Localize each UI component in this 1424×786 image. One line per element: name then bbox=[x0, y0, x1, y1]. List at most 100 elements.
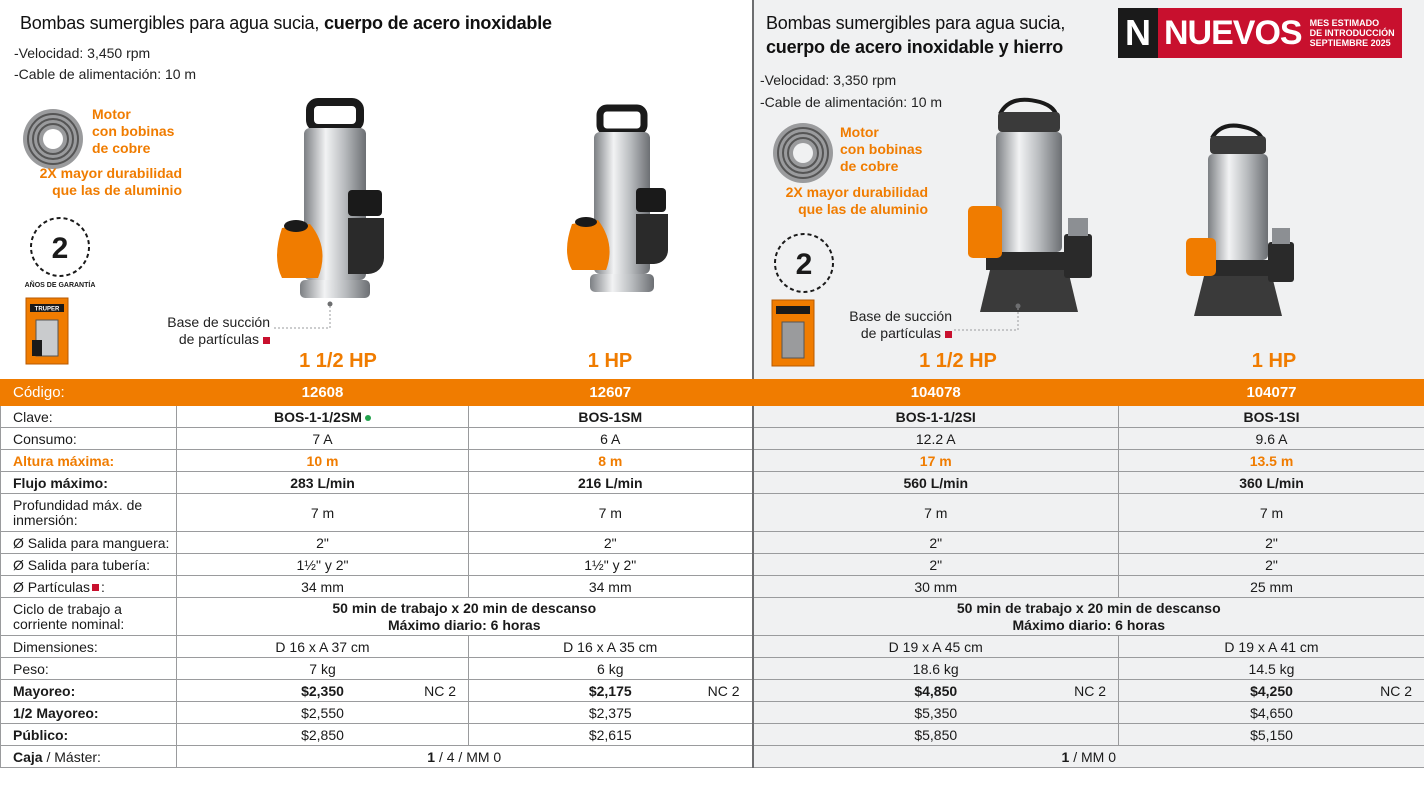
base-note-line: Base de succión bbox=[849, 308, 952, 324]
green-dot-icon bbox=[364, 414, 371, 421]
pump-image-12607 bbox=[567, 104, 668, 292]
table-row-ciclo: Ciclo de trabajo a corriente nominal: 50… bbox=[0, 597, 1424, 636]
caja-label-bold: Caja bbox=[13, 748, 43, 765]
nuevos-word: NUEVOS bbox=[1164, 13, 1303, 52]
base-pointer-line bbox=[954, 303, 1021, 331]
warranty-years: 2 bbox=[52, 232, 69, 265]
cell-mayoreo: $4,850 NC 2 bbox=[751, 679, 1119, 702]
caja-value-bold: 1 bbox=[1061, 748, 1070, 765]
left-cable: -Cable de alimentación: 10 m bbox=[14, 66, 197, 82]
nuevos-date: MES ESTIMADO DE INTRODUCCIÓN SEPTIEMBRE … bbox=[1310, 18, 1395, 48]
label-altura: Altura máxima: bbox=[0, 449, 177, 472]
cell-consumo: 9.6 A bbox=[1118, 427, 1424, 450]
warranty-seal-icon: 2 bbox=[774, 233, 834, 293]
feature-motor-line: de cobre bbox=[840, 158, 899, 174]
left-feature-motor: Motor con bobinas de cobre bbox=[92, 106, 174, 157]
right-cable: -Cable de alimentación: 10 m bbox=[760, 94, 943, 110]
cell-altura: 17 m bbox=[751, 449, 1119, 472]
particle-marker-icon bbox=[92, 584, 100, 592]
feature-durability-line: que las de aluminio bbox=[52, 182, 182, 198]
cell-publico: $2,850 bbox=[176, 723, 469, 746]
ciclo-line: 50 min de trabajo x 20 min de descanso bbox=[332, 599, 597, 616]
label-ciclo: Ciclo de trabajo a corriente nominal: bbox=[0, 597, 177, 636]
nuevos-date-line: MES ESTIMADO bbox=[1309, 18, 1380, 28]
label-medio-mayoreo: 1/2 Mayoreo: bbox=[0, 701, 177, 724]
product-box-image: TRUPER bbox=[25, 297, 69, 365]
cell-clave: BOS-1-1/2SM bbox=[176, 405, 469, 428]
left-feature-durability: 2X mayor durabilidad que las de aluminio bbox=[22, 165, 182, 199]
copper-coil-icon bbox=[773, 123, 833, 183]
cell-ciclo-left: 50 min de trabajo x 20 min de descanso M… bbox=[176, 597, 753, 636]
cell-particulas: 34 mm bbox=[468, 575, 753, 598]
table-row-dimensiones: Dimensiones: D 16 x A 37 cm D 16 x A 35 … bbox=[0, 635, 1424, 658]
label-publico: Público: bbox=[0, 723, 177, 746]
cell-codigo: 12607 bbox=[468, 379, 753, 406]
cell-clave: BOS-1SI bbox=[1118, 405, 1424, 428]
mayoreo-price: $4,850 bbox=[914, 682, 958, 699]
cell-peso: 6 kg bbox=[468, 657, 753, 680]
right-product-panel: Bombas sumergibles para agua sucia, cuer… bbox=[752, 0, 1424, 380]
feature-motor-line: con bobinas bbox=[92, 123, 175, 139]
left-hp-a: 1 1/2 HP bbox=[299, 350, 377, 372]
pump-image-12608 bbox=[277, 98, 384, 298]
cell-consumo: 6 A bbox=[468, 427, 753, 450]
right-feature-motor: Motor con bobinas de cobre bbox=[840, 124, 922, 175]
label-flujo: Flujo máximo: bbox=[0, 471, 177, 494]
left-title: Bombas sumergibles para agua sucia, cuer… bbox=[20, 12, 552, 34]
table-row-caja: Caja / Máster: 1 / 4 / MM 0 1 / MM 0 bbox=[0, 745, 1424, 768]
table-row-clave: Clave: BOS-1-1/2SM BOS-1SM BOS-1-1/2SI B… bbox=[0, 405, 1424, 428]
particle-marker-icon bbox=[945, 330, 952, 338]
nuevos-date-line: SEPTIEMBRE 2025 bbox=[1309, 38, 1391, 48]
cell-caja-right: 1 / MM 0 bbox=[751, 745, 1424, 768]
cell-manguera: 2" bbox=[751, 531, 1119, 554]
label-dimensiones: Dimensiones: bbox=[0, 635, 177, 658]
left-product-panel: Bombas sumergibles para agua sucia, cuer… bbox=[0, 0, 752, 380]
table-row-altura: Altura máxima: 10 m 8 m 17 m 13.5 m bbox=[0, 449, 1424, 472]
feature-motor-line: Motor bbox=[92, 106, 131, 122]
cell-mayoreo: $2,350 NC 2 bbox=[176, 679, 469, 702]
left-title-bold: cuerpo de acero inoxidable bbox=[323, 13, 552, 33]
cell-codigo: 104077 bbox=[1118, 379, 1424, 406]
right-hp-a: 1 1/2 HP bbox=[919, 350, 997, 372]
nc-code: NC 2 bbox=[1380, 682, 1412, 699]
cell-publico: $5,850 bbox=[751, 723, 1119, 746]
table-row-peso: Peso: 7 kg 6 kg 18.6 kg 14.5 kg bbox=[0, 657, 1424, 680]
feature-durability-line: 2X mayor durabilidad bbox=[39, 165, 182, 181]
cell-tuberia: 1½" y 2" bbox=[176, 553, 469, 576]
product-box-image bbox=[771, 299, 815, 367]
cell-profundidad: 7 m bbox=[176, 493, 469, 532]
cell-dimensiones: D 16 x A 37 cm bbox=[176, 635, 469, 658]
pump-image-104077 bbox=[1186, 123, 1294, 316]
cell-consumo: 12.2 A bbox=[751, 427, 1119, 450]
base-note-line: de partículas bbox=[178, 331, 259, 347]
feature-motor-line: con bobinas bbox=[840, 141, 923, 157]
cell-particulas: 25 mm bbox=[1118, 575, 1424, 598]
right-velocidad: -Velocidad: 3,350 rpm bbox=[760, 72, 897, 88]
nuevos-badge: N NUEVOS MES ESTIMADO DE INTRODUCCIÓN SE… bbox=[1118, 8, 1402, 58]
cell-clave: BOS-1-1/2SI bbox=[751, 405, 1119, 428]
cell-particulas: 30 mm bbox=[751, 575, 1119, 598]
cell-flujo: 216 L/min bbox=[468, 471, 753, 494]
table-row-manguera: Ø Salida para manguera: 2" 2" 2" 2" bbox=[0, 531, 1424, 554]
cell-dimensiones: D 19 x A 45 cm bbox=[751, 635, 1119, 658]
right-base-note: Base de succión de partículas bbox=[814, 308, 952, 342]
mayoreo-price: $2,350 bbox=[301, 682, 344, 699]
label-clave: Clave: bbox=[0, 405, 177, 428]
base-note-line: Base de succión bbox=[167, 314, 270, 330]
table-row-codigo: Código: 12608 12607 104078 104077 bbox=[0, 379, 1424, 406]
right-title-line2: cuerpo de acero inoxidable y hierro bbox=[766, 37, 1064, 57]
cell-profundidad: 7 m bbox=[468, 493, 753, 532]
ciclo-line: Máximo diario: 6 horas bbox=[1012, 616, 1165, 633]
cell-manguera: 2" bbox=[468, 531, 753, 554]
label-codigo: Código: bbox=[0, 379, 177, 406]
right-title-line1: Bombas sumergibles para agua sucia, bbox=[766, 13, 1066, 33]
label-tuberia: Ø Salida para tubería: bbox=[0, 553, 177, 576]
label-manguera: Ø Salida para manguera: bbox=[0, 531, 177, 554]
cell-medio-mayoreo: $2,550 bbox=[176, 701, 469, 724]
ciclo-line: Máximo diario: 6 horas bbox=[388, 616, 541, 633]
feature-motor-line: Motor bbox=[840, 124, 879, 140]
base-pointer-line bbox=[274, 301, 333, 329]
cell-consumo: 7 A bbox=[176, 427, 469, 450]
cell-altura: 8 m bbox=[468, 449, 753, 472]
box-brand-text: TRUPER bbox=[35, 307, 60, 313]
